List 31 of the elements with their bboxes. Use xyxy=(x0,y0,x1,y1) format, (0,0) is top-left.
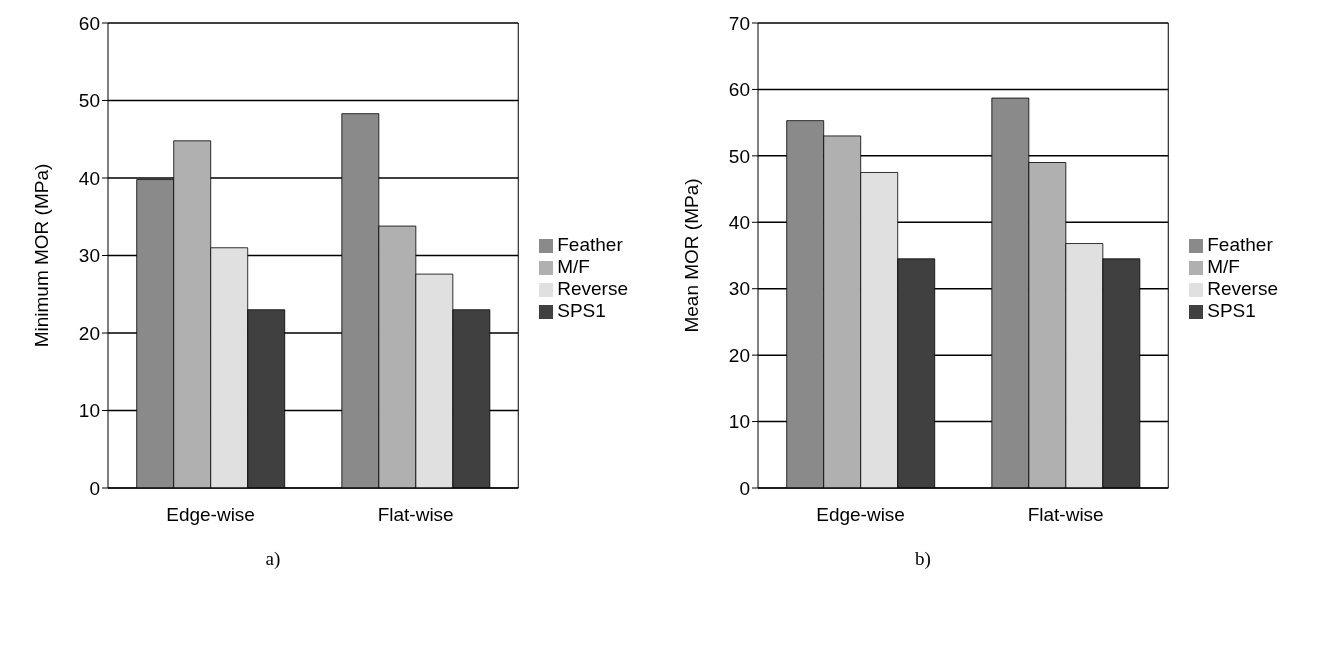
y-tick-label: 60 xyxy=(728,79,750,101)
x-tick-label: Edge-wise xyxy=(816,504,905,526)
legend-label: Reverse xyxy=(1207,278,1278,299)
legend-label: SPS1 xyxy=(1207,300,1256,321)
x-tick-label: Flat-wise xyxy=(377,504,454,526)
legend-label: Reverse xyxy=(557,278,628,299)
y-tick-label: 40 xyxy=(78,167,100,189)
legend-label: M/F xyxy=(1207,256,1240,277)
y-tick-label: 20 xyxy=(728,344,750,366)
y-tick-label: 10 xyxy=(728,411,750,433)
legend-label: Feather xyxy=(1207,234,1273,255)
x-tick-label: Flat-wise xyxy=(1027,504,1104,526)
y-tick-label: 30 xyxy=(78,245,100,267)
y-tick-label: 50 xyxy=(728,145,750,167)
text: a) xyxy=(264,548,282,570)
y-tick-label: 20 xyxy=(78,322,100,344)
y-tick-label: 70 xyxy=(728,12,750,34)
x-tick-label: Edge-wise xyxy=(166,504,255,526)
legend-label: SPS1 xyxy=(557,300,606,321)
text: b) xyxy=(914,548,932,570)
legend-label: Feather xyxy=(557,234,623,255)
y-axis-title: Minimum MOR (MPa) xyxy=(30,163,52,348)
y-tick-label: 50 xyxy=(78,90,100,112)
legend-label: M/F xyxy=(557,256,590,277)
y-axis-title: Mean MOR (MPa) xyxy=(680,178,702,333)
y-tick-label: 10 xyxy=(78,400,100,422)
y-tick-label: 60 xyxy=(78,12,100,34)
y-tick-label: 40 xyxy=(728,212,750,234)
y-tick-label: 30 xyxy=(728,278,750,300)
y-tick-label: 0 xyxy=(739,477,750,499)
y-tick-label: 0 xyxy=(89,477,100,499)
